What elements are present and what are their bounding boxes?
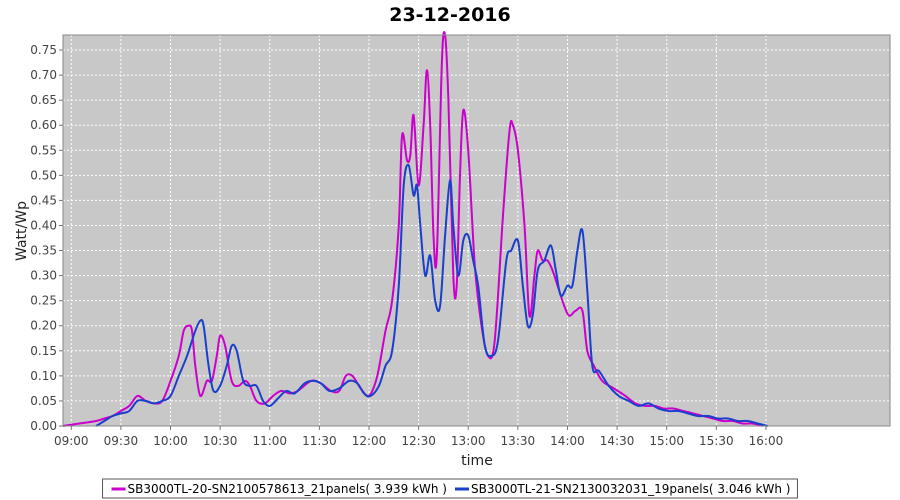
y-tick-label: 0.05 — [30, 394, 57, 408]
y-tick-label: 0.40 — [30, 218, 57, 232]
y-axis: 0.00 0.05 0.10 0.15 0.20 0.25 0.30 0.35 0.40 0.45… — [30, 43, 63, 433]
chart-title: 23-12-2016 — [389, 4, 511, 26]
y-tick-label: 0.50 — [30, 168, 57, 182]
y-tick-label: 0.00 — [30, 419, 57, 433]
x-axis: 09:00 09:30 10:00 10:30 11:00 11:30 12:00 12:30… — [54, 426, 783, 448]
y-tick-label: 0.75 — [30, 43, 57, 57]
x-tick-label: 13:30 — [501, 434, 536, 448]
x-tick-label: 15:30 — [699, 434, 734, 448]
legend-label-1: SB3000TL-20-SN2100578613_21panels( 3.939… — [128, 482, 447, 496]
x-tick-label: 10:30 — [203, 434, 238, 448]
x-tick-label: 10:00 — [153, 434, 188, 448]
x-tick-label: 12:30 — [401, 434, 436, 448]
x-tick-label: 14:30 — [600, 434, 635, 448]
x-axis-label: time — [461, 453, 493, 469]
legend-box — [102, 478, 798, 499]
y-tick-label: 0.35 — [30, 244, 57, 258]
y-tick-label: 0.65 — [30, 93, 57, 107]
x-tick-label: 15:00 — [649, 434, 684, 448]
y-tick-label: 0.20 — [30, 319, 57, 333]
y-axis-label: Watt/Wp — [14, 201, 30, 261]
x-tick-label: 09:00 — [54, 434, 89, 448]
x-tick-label: 16:00 — [749, 434, 784, 448]
x-tick-label: 11:00 — [252, 434, 287, 448]
x-tick-label: 11:30 — [302, 434, 337, 448]
y-tick-label: 0.55 — [30, 143, 57, 157]
y-tick-label: 0.45 — [30, 193, 57, 207]
series-lines — [62, 31, 768, 427]
y-tick-label: 0.15 — [30, 344, 57, 358]
x-tick-label: 12:00 — [352, 434, 387, 448]
y-tick-label: 0.10 — [30, 369, 57, 383]
series-line-2 — [95, 163, 768, 427]
plot-border — [62, 34, 891, 427]
x-tick-label: 14:00 — [550, 434, 585, 448]
y-tick-label: 0.25 — [30, 294, 57, 308]
legend-label-2: SB3000TL-21-SN2130032031_19panels( 3.046… — [471, 482, 790, 496]
series-line-1 — [62, 31, 763, 427]
x-tick-label: 09:30 — [104, 434, 139, 448]
y-tick-label: 0.60 — [30, 118, 57, 132]
legend: SB3000TL-20-SN2100578613_21panels( 3.939… — [102, 478, 798, 499]
x-tick-label: 13:00 — [451, 434, 486, 448]
y-tick-label: 0.70 — [30, 68, 57, 82]
grid-lines — [63, 35, 890, 426]
y-tick-label: 0.30 — [30, 269, 57, 283]
